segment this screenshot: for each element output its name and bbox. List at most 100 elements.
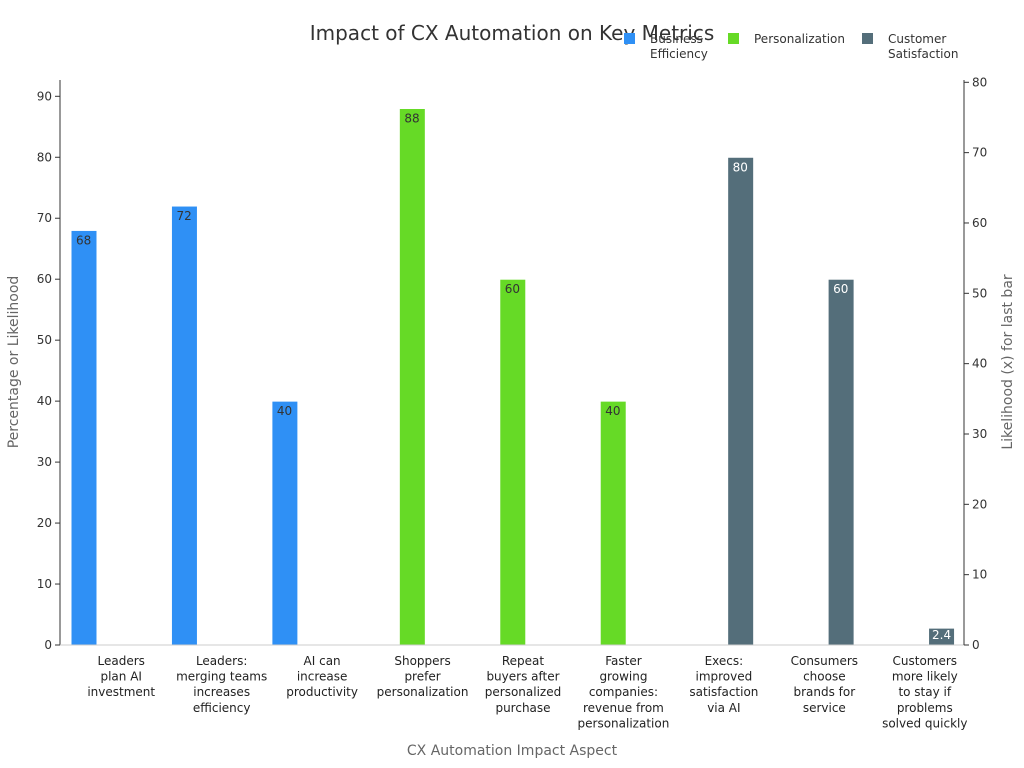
bar-value-label: 60 xyxy=(505,282,520,296)
y2-tick-label: 30 xyxy=(972,427,987,441)
x-tick-label-line: increases xyxy=(193,685,250,699)
x-tick-label-line: more likely xyxy=(892,670,958,684)
bar-value-label: 88 xyxy=(404,111,419,125)
x-tick-label-line: Faster xyxy=(605,654,641,668)
x-tick-label-line: to stay if xyxy=(898,685,951,699)
chart-title: Impact of CX Automation on Key Metrics xyxy=(310,21,715,45)
legend-label-line: Business xyxy=(650,32,703,46)
y2-tick-label: 0 xyxy=(972,638,980,652)
x-tick-label-line: increase xyxy=(297,670,348,684)
legend-item: Personalization xyxy=(728,32,845,46)
x-tick-label-line: buyers after xyxy=(486,670,559,684)
x-tick-label-line: merging teams xyxy=(176,670,267,684)
bar xyxy=(271,400,299,646)
x-tick-label-line: purchase xyxy=(495,701,550,715)
bar xyxy=(398,107,426,646)
legend-swatch xyxy=(728,33,739,44)
legend-swatch xyxy=(624,33,635,44)
y-tick-label: 0 xyxy=(44,638,52,652)
bar-value-label: 2.4 xyxy=(932,628,951,642)
x-tick-label-line: personalization xyxy=(578,716,670,730)
x-axis-title: CX Automation Impact Aspect xyxy=(407,743,618,759)
x-tick-label: Leaders: merging teams increases efficiency xyxy=(176,654,267,715)
legend-item: Customer Satisfaction xyxy=(862,32,958,61)
bars: 68 72 40 88 60 40 80 60 2.4 xyxy=(70,107,956,646)
bar xyxy=(727,156,755,646)
x-tick-label: AI can increase productivity xyxy=(286,654,358,699)
y-tick-label: 40 xyxy=(37,394,52,408)
bar-value-label: 60 xyxy=(833,282,848,296)
x-tick-label-line: personalization xyxy=(377,685,469,699)
legend-label-line: Satisfaction xyxy=(888,47,958,61)
x-tick-label-line: problems xyxy=(897,701,953,715)
bar xyxy=(170,205,198,646)
x-tick-label-line: personalized xyxy=(485,685,561,699)
x-tick-label-line: brands for xyxy=(793,685,855,699)
y2-tick-label: 20 xyxy=(972,497,987,511)
legend-label-line: Efficiency xyxy=(650,47,708,61)
bar-value-label: 40 xyxy=(605,404,620,418)
legend-label: Business Efficiency xyxy=(650,32,708,61)
bar xyxy=(499,278,527,646)
bar xyxy=(599,400,627,646)
x-tick-label-line: solved quickly xyxy=(882,716,967,730)
x-tick-label-line: revenue from xyxy=(583,701,664,715)
x-tick-label: Execs: improved satisfaction via AI xyxy=(689,654,758,715)
bar-value-label: 68 xyxy=(76,233,91,247)
x-tick-label-line: Shoppers xyxy=(394,654,450,668)
bar-value-label: 72 xyxy=(176,209,191,223)
bar-value-label: 80 xyxy=(733,160,748,174)
y2-axis-title: Likelihood (x) for last bar xyxy=(1000,274,1016,450)
x-tick-label-line: Leaders: xyxy=(196,654,247,668)
bar xyxy=(827,278,855,646)
y2-tick-label: 40 xyxy=(972,357,987,371)
x-tick-label-line: plan AI xyxy=(100,670,141,684)
x-tick-label: Faster growing companies: revenue from perso… xyxy=(578,654,670,730)
y2-tick-label: 70 xyxy=(972,146,987,160)
legend-swatch xyxy=(862,33,873,44)
x-tick-label-line: companies: xyxy=(589,685,658,699)
x-tick-label: Shoppers prefer personalization xyxy=(377,654,469,699)
x-tick-label-line: prefer xyxy=(404,670,440,684)
x-tick-label-line: satisfaction xyxy=(689,685,758,699)
x-tick-label-line: choose xyxy=(803,670,846,684)
x-tick-label-line: via AI xyxy=(707,701,740,715)
x-tick-label: Customers more likely to stay if problems so… xyxy=(882,654,967,730)
y-tick-label: 60 xyxy=(37,272,52,286)
y-tick-label: 20 xyxy=(37,516,52,530)
x-tick-label-line: improved xyxy=(696,670,753,684)
y2-tick-label: 80 xyxy=(972,75,987,89)
y2-tick-label: 60 xyxy=(972,216,987,230)
bar xyxy=(70,229,98,646)
x-tick-label-line: Customers xyxy=(893,654,958,668)
legend: Business Efficiency Personalization Custome… xyxy=(624,32,958,61)
x-tick-label-line: investment xyxy=(87,685,155,699)
y-axis-title: Percentage or Likelihood xyxy=(6,276,22,449)
y-tick-label: 50 xyxy=(37,333,52,347)
y-tick-label: 10 xyxy=(37,577,52,591)
x-tick-label-line: efficiency xyxy=(193,701,251,715)
x-tick-label: Consumers choose brands for service xyxy=(791,654,858,715)
y-tick-label: 80 xyxy=(37,150,52,164)
x-tick-label-line: growing xyxy=(599,670,647,684)
x-tick-label: Leaders plan AI investment xyxy=(87,654,155,699)
legend-label: Personalization xyxy=(754,32,845,46)
x-tick-label-line: productivity xyxy=(286,685,358,699)
x-tick-label: Repeat buyers after personalized purchase xyxy=(485,654,561,715)
legend-label: Customer Satisfaction xyxy=(888,32,958,61)
x-tick-label-line: AI can xyxy=(304,654,341,668)
legend-item: Business Efficiency xyxy=(624,32,708,61)
x-tick-label-line: Leaders xyxy=(98,654,145,668)
x-tick-label-line: Consumers xyxy=(791,654,858,668)
y-tick-label: 90 xyxy=(37,89,52,103)
x-tick-label-line: Repeat xyxy=(502,654,545,668)
x-tick-label-line: service xyxy=(803,701,846,715)
axes: 0 10 20 30 40 50 60 70 80 90 0 10 20 30 40 50 60 70 80 Lead… xyxy=(37,75,988,730)
y-tick-label: 30 xyxy=(37,455,52,469)
x-tick-label-line: Execs: xyxy=(705,654,744,668)
y2-tick-label: 50 xyxy=(972,286,987,300)
y-tick-label: 70 xyxy=(37,211,52,225)
bar-value-label: 40 xyxy=(277,404,292,418)
legend-label-line: Personalization xyxy=(754,32,845,46)
